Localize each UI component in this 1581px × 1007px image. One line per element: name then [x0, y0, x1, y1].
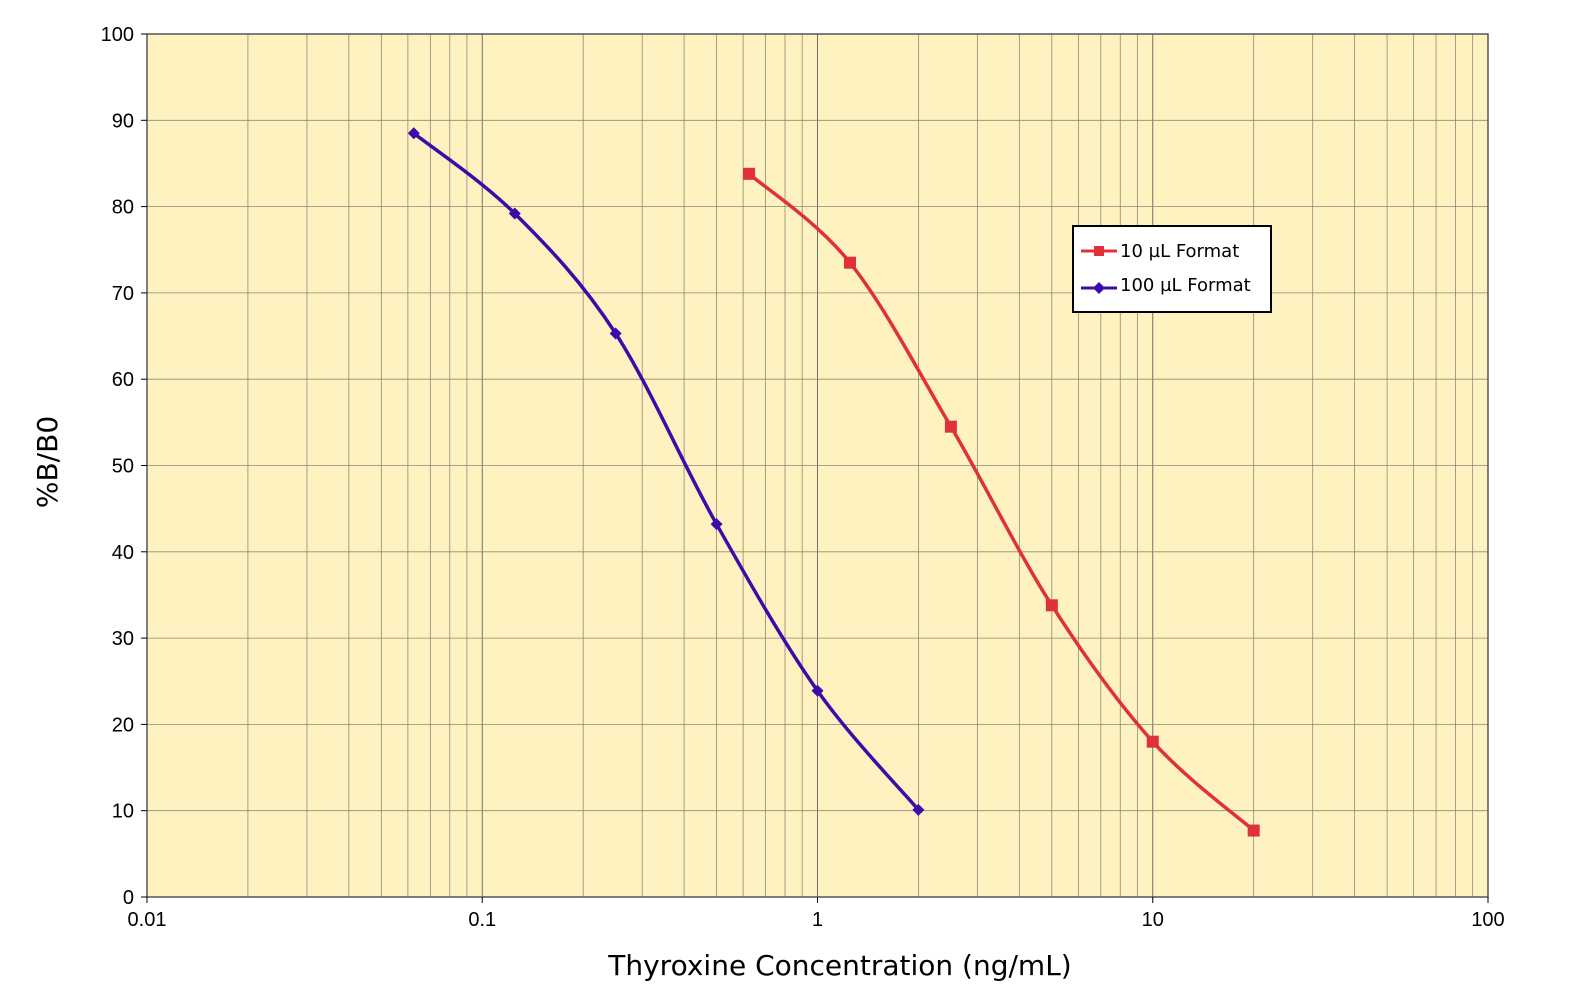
legend-box [1072, 225, 1272, 313]
x-axis-tick-labels: 0.01 0.1 1 10 100 [128, 909, 1505, 931]
y-tick-label: 90 [112, 110, 134, 132]
data-point [1146, 735, 1159, 748]
y-tick-label: 0 [123, 887, 134, 909]
y-axis-tick-labels: 0 10 20 30 40 50 60 70 80 90 100 [101, 24, 134, 909]
x-tick-label: 0.01 [128, 909, 167, 931]
legend-item-100ul: 100 µL Format [1081, 275, 1251, 296]
legend-swatch-marker [1093, 282, 1105, 294]
data-point [407, 127, 420, 140]
legend-swatch-marker [1094, 246, 1104, 256]
y-tick-label: 40 [112, 542, 134, 564]
x-axis-title: Thyroxine Concentration (ng/mL) [607, 949, 1071, 982]
x-tick-label: 10 [1142, 909, 1164, 931]
y-tick-label: 20 [112, 714, 134, 736]
data-point [508, 207, 521, 220]
series-100ul-format [407, 127, 925, 816]
legend: 10 µL Format 100 µL Format [1072, 225, 1272, 313]
y-tick-label: 80 [112, 197, 134, 219]
data-point [609, 327, 622, 340]
data-point [1247, 824, 1260, 837]
x-tick-label: 1 [812, 909, 823, 931]
data-point [843, 256, 856, 269]
axis-ticks [141, 33, 1489, 903]
x-tick-label: 0.1 [468, 909, 496, 931]
y-tick-label: 30 [112, 628, 134, 650]
y-tick-label: 10 [112, 801, 134, 823]
legend-item-10ul: 10 µL Format [1081, 241, 1239, 262]
data-point [743, 167, 756, 180]
y-tick-label: 100 [101, 24, 134, 46]
data-point [944, 420, 957, 433]
y-tick-label: 60 [112, 369, 134, 391]
x-tick-label: 100 [1471, 909, 1504, 931]
data-point [811, 684, 824, 697]
series-10ul-format [743, 167, 1260, 837]
legend-label: 100 µL Format [1120, 275, 1251, 296]
y-tick-label: 50 [112, 456, 134, 478]
y-axis-title: %B/B0 [31, 416, 64, 508]
data-point [1045, 599, 1058, 612]
y-tick-label: 70 [112, 283, 134, 305]
data-point [710, 518, 723, 531]
legend-label: 10 µL Format [1120, 241, 1239, 262]
series-layer [407, 127, 1260, 837]
data-point [912, 803, 925, 816]
